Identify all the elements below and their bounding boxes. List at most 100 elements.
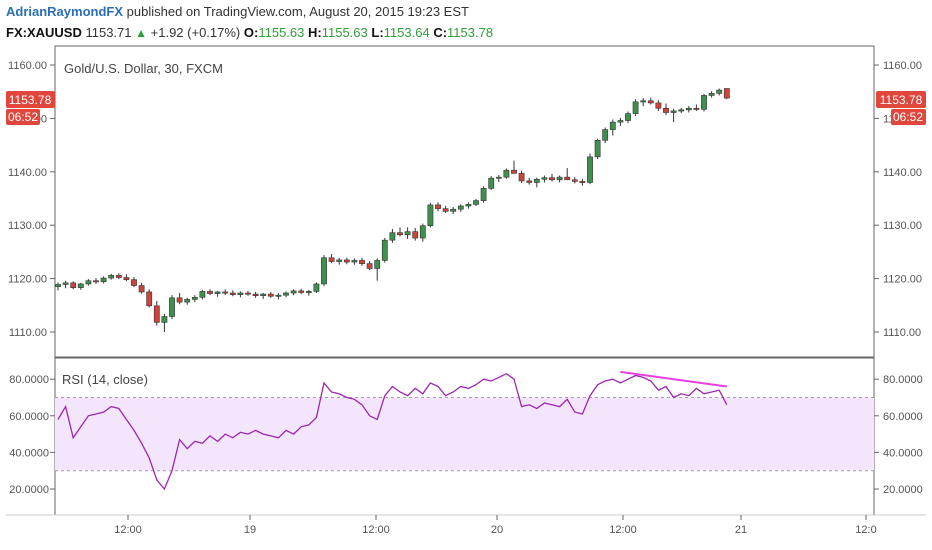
price-tick-label-left: 1160.00 [8, 60, 47, 72]
candle-body [176, 297, 183, 303]
candle-body [290, 290, 297, 294]
candle [207, 289, 213, 296]
candle-body [100, 277, 107, 283]
candle [685, 106, 692, 113]
candle [541, 175, 548, 183]
candle-body [609, 121, 616, 130]
candle-body [625, 113, 631, 121]
candle [404, 227, 411, 240]
price-tick-label-left: 1110.00 [9, 327, 47, 339]
candle-body [283, 292, 289, 296]
ohlc-readout: FX:XAUUSD 1153.71 ▲ +1.92 (+0.17%) O:115… [6, 25, 493, 40]
candle-body [77, 283, 84, 288]
candle-body [435, 204, 441, 209]
candle-body [663, 107, 669, 113]
close-value: 1153.78 [447, 25, 494, 40]
candle-body [336, 259, 343, 262]
candle [237, 291, 244, 298]
low-value: 1153.64 [383, 25, 430, 40]
candle [245, 290, 251, 296]
candle [495, 175, 502, 182]
candle-body [693, 107, 700, 110]
candle-body [594, 139, 601, 158]
candle-body [442, 208, 449, 212]
candle-body [632, 101, 639, 114]
candle [146, 289, 153, 308]
candle-body [564, 176, 571, 181]
candle [153, 301, 160, 326]
rsi-tick-label-left: 80.0000 [9, 374, 49, 386]
candle-body [457, 205, 464, 210]
candle-body [518, 173, 525, 182]
candle-body [191, 296, 198, 300]
candle [427, 202, 434, 228]
candle-body [305, 291, 312, 293]
candle-body [252, 293, 259, 296]
candle-body [93, 280, 99, 283]
published-text: published on TradingView.com, August 20,… [126, 4, 469, 19]
rsi-tick-label-right: 20.0000 [883, 484, 923, 496]
candle [579, 178, 586, 186]
price-tick-label-left: 1140.00 [8, 167, 47, 179]
candle-body [108, 275, 115, 279]
candle [55, 282, 61, 291]
price-change: +1.92 (+0.17%) [150, 25, 241, 40]
candle-body [169, 297, 175, 317]
symbol-label: FX:XAUUSD [6, 25, 82, 40]
candle-body [328, 257, 335, 262]
candle-body [298, 290, 305, 293]
time-tick-label: 12:00 [609, 524, 637, 536]
candle-body [62, 282, 69, 285]
candle-body [222, 291, 229, 294]
high-value: 1155.63 [321, 25, 368, 40]
candle-body [647, 100, 654, 104]
rsi-divergence-trendline[interactable] [620, 370, 727, 388]
author-link[interactable]: AdrianRaymondFX [6, 4, 124, 19]
rsi-tick-label-right: 60.0000 [883, 411, 923, 423]
candle-body [115, 275, 122, 278]
candle [617, 117, 624, 126]
candle [366, 260, 373, 271]
candle-body [161, 316, 168, 323]
candle-body [488, 177, 495, 189]
candle-body [723, 88, 730, 99]
left-price-badge-text: 1153.78 [9, 93, 52, 107]
candle [602, 127, 609, 143]
right-price-badge: 1153.78 [876, 91, 926, 108]
rsi-band [55, 397, 874, 471]
candle [435, 202, 441, 212]
candle-body [427, 204, 434, 227]
candle [131, 276, 137, 288]
time-tick-label: 19 [244, 524, 256, 536]
candle [518, 170, 525, 184]
time-tick-label: 12:00 [114, 524, 142, 536]
candle [571, 177, 578, 184]
candle [716, 88, 723, 96]
left-time-badge-text: 06:52 [8, 110, 38, 124]
candle [199, 289, 206, 300]
candle-body [450, 208, 457, 212]
candle [328, 254, 335, 264]
candle-body [245, 292, 251, 295]
candle [100, 276, 107, 284]
candle [222, 289, 229, 296]
candlestick-series [55, 88, 730, 332]
last-price: 1153.71 [85, 25, 132, 40]
price-tick-label-right: 1130.00 [883, 220, 922, 232]
candle-body [678, 109, 685, 112]
open-label: O: [243, 25, 259, 40]
candle [305, 289, 312, 296]
high-label: H: [308, 25, 322, 40]
price-axis: 1110.00 1110.00 1120.00 1120.00 1130.00 1130.… [8, 60, 922, 339]
candle-body [465, 204, 472, 207]
candle-body [229, 292, 236, 295]
candle [465, 202, 472, 209]
candle-body [207, 291, 213, 294]
candle [374, 258, 381, 281]
candle [70, 281, 77, 290]
candle [503, 168, 510, 179]
candle-body [275, 294, 282, 297]
right-time-badge: 06:52 [891, 109, 926, 125]
left-time-badge: 06:52 [6, 109, 40, 125]
